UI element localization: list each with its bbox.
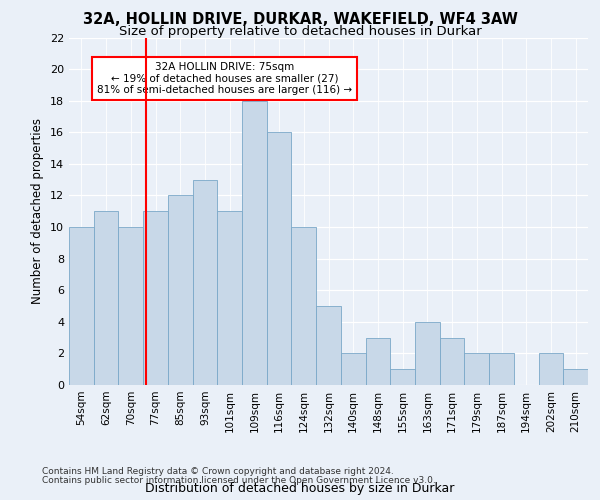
Bar [267, 132, 292, 385]
Bar [168, 196, 193, 385]
Bar [440, 338, 464, 385]
Text: 32A HOLLIN DRIVE: 75sqm
← 19% of detached houses are smaller (27)
81% of semi-de: 32A HOLLIN DRIVE: 75sqm ← 19% of detache… [97, 62, 352, 95]
Bar [365, 338, 390, 385]
Bar [316, 306, 341, 385]
Bar [193, 180, 217, 385]
Text: Contains public sector information licensed under the Open Government Licence v3: Contains public sector information licen… [42, 476, 436, 485]
Bar [118, 227, 143, 385]
Bar [341, 354, 365, 385]
Bar [242, 100, 267, 385]
Bar [489, 354, 514, 385]
Bar [563, 369, 588, 385]
Bar [143, 211, 168, 385]
Bar [292, 227, 316, 385]
Bar [69, 227, 94, 385]
Y-axis label: Number of detached properties: Number of detached properties [31, 118, 44, 304]
Text: Distribution of detached houses by size in Durkar: Distribution of detached houses by size … [145, 482, 455, 495]
Bar [390, 369, 415, 385]
Bar [94, 211, 118, 385]
Bar [464, 354, 489, 385]
Text: Size of property relative to detached houses in Durkar: Size of property relative to detached ho… [119, 25, 481, 38]
Bar [539, 354, 563, 385]
Bar [415, 322, 440, 385]
Bar [217, 211, 242, 385]
Text: 32A, HOLLIN DRIVE, DURKAR, WAKEFIELD, WF4 3AW: 32A, HOLLIN DRIVE, DURKAR, WAKEFIELD, WF… [83, 12, 517, 28]
Text: Contains HM Land Registry data © Crown copyright and database right 2024.: Contains HM Land Registry data © Crown c… [42, 467, 394, 476]
